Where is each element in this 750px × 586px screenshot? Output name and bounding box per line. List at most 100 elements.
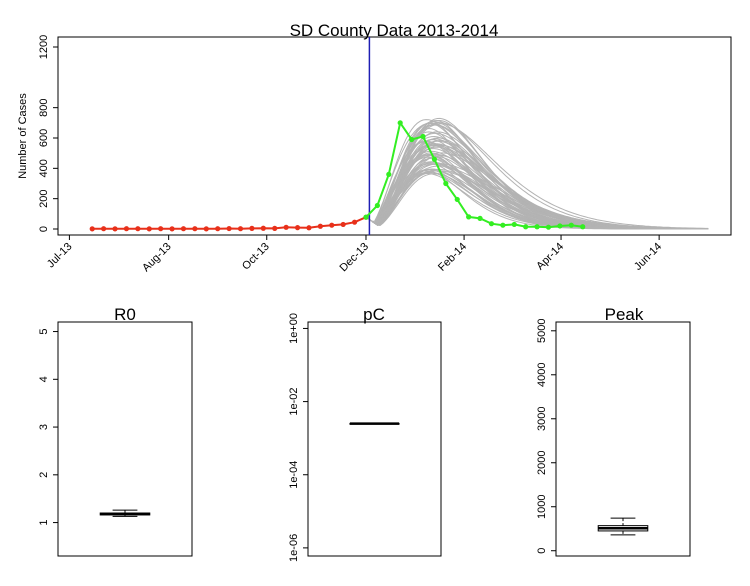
pc-plot-frame	[307, 321, 442, 557]
fit-point	[340, 221, 346, 228]
y-tick-label: 3000	[536, 407, 548, 431]
forecast-point	[477, 215, 483, 221]
observed-forecast-series	[363, 120, 586, 230]
y-tick-label: 1e-04	[288, 461, 300, 489]
y-tick-label: 1	[38, 520, 50, 526]
y-tick-label: 1e-02	[288, 388, 300, 416]
y-tick-label: 2	[38, 472, 50, 478]
simulation-curve	[365, 144, 709, 230]
forecast-point	[363, 214, 369, 220]
fit-point	[306, 225, 312, 231]
top-x-tick-label: Feb-14	[436, 241, 469, 274]
forecast-point	[568, 222, 574, 228]
fit-point	[203, 226, 209, 232]
y-tick-label: 1e-06	[288, 534, 300, 562]
forecast-point	[443, 180, 449, 187]
y-tick-label: 1000	[536, 494, 548, 518]
fit-point	[112, 226, 118, 232]
y-tick-label: 0	[536, 548, 548, 554]
y-tick-label: 1e+00	[288, 313, 300, 344]
forecast-point	[557, 223, 563, 229]
fit-point	[123, 226, 130, 232]
forecast-point	[511, 221, 517, 228]
r0-box	[99, 509, 151, 517]
top-x-tick-label: Jun-14	[632, 241, 664, 273]
forecast-point	[580, 224, 586, 230]
peak-box	[597, 517, 649, 536]
observed-fit-series	[89, 214, 369, 232]
top-x-tick-label: Dec-13	[338, 241, 372, 275]
forecast-point	[454, 196, 460, 203]
pc-y-axis: 1e-06 1e-04 1e-02 1e+00	[288, 313, 308, 562]
top-plot-frame	[57, 36, 732, 236]
pc-box	[349, 422, 400, 425]
top-y-tick-label: 600	[38, 129, 50, 147]
forecast-point	[420, 133, 426, 140]
forecast-point	[545, 224, 552, 230]
r0-title: R0	[114, 305, 136, 324]
simulation-curves	[365, 117, 709, 230]
top-y-tick-label: 400	[38, 159, 50, 177]
forecast-point	[534, 224, 540, 230]
peak-y-axis: 0 1000 2000 3000 4000 5000	[536, 319, 556, 554]
fit-point	[283, 224, 289, 230]
top-y-axis: 0 200 400 600 800 1200	[38, 35, 58, 232]
y-tick-label: 5000	[536, 319, 548, 343]
forecast-point	[374, 202, 380, 209]
peak-title: Peak	[605, 305, 644, 324]
fit-point	[226, 225, 232, 232]
forecast-point	[431, 156, 438, 162]
fit-point	[329, 222, 335, 228]
fit-point	[192, 226, 198, 232]
fit-point	[89, 226, 95, 232]
top-x-tick-label: Apr-14	[534, 241, 566, 273]
forecast-point	[386, 171, 392, 177]
peak-boxplot-panel: Peak 0 1000 2000 3000 4000 5000	[536, 305, 691, 557]
top-y-tick-label: 200	[38, 189, 50, 207]
y-tick-label: 4	[38, 376, 50, 382]
forecast-point	[500, 222, 506, 228]
fit-point	[101, 226, 107, 232]
simulation-curve	[365, 144, 709, 230]
top-x-axis: Jul-13 Aug-13 Oct-13 Dec-13 Feb-14 Apr-14 Jun-…	[45, 235, 664, 274]
fit-point	[180, 226, 187, 232]
y-tick-label: 5	[38, 328, 50, 334]
fit-point	[158, 226, 164, 232]
fit-point	[169, 226, 175, 232]
fit-point	[294, 225, 301, 231]
simulation-curve	[365, 123, 709, 229]
top-x-tick-label: Jul-13	[45, 241, 75, 271]
forecast-point	[466, 214, 472, 220]
top-y-axis-label: Number of Cases	[17, 93, 29, 179]
r0-boxplot-panel: R0 1 2 3 4 5	[38, 305, 193, 557]
pc-boxplot-panel: pC 1e-06 1e-04 1e-02 1e+00	[288, 305, 442, 562]
forecast-point	[397, 120, 403, 126]
y-tick-label: 4000	[536, 363, 548, 387]
r0-plot-frame	[57, 321, 193, 557]
time-series-panel: 0 200 400 600 800 1200 Jul-13 Aug-13 Oct-13 Dec-…	[17, 21, 732, 274]
top-y-tick-label: 1200	[38, 35, 50, 59]
fit-point	[249, 225, 255, 231]
peak-plot-frame	[555, 321, 691, 557]
top-chart-title: SD County Data 2013-2014	[290, 21, 499, 40]
fit-point	[272, 225, 278, 231]
pc-title: pC	[363, 305, 385, 324]
fit-point	[215, 226, 221, 232]
simulation-curve	[365, 170, 709, 230]
r0-y-axis: 1 2 3 4 5	[38, 328, 58, 526]
forecast-point	[488, 221, 495, 227]
fit-point	[146, 226, 152, 232]
top-x-tick-label: Oct-13	[240, 241, 272, 273]
fit-point	[351, 219, 358, 225]
y-tick-label: 3	[38, 424, 50, 430]
forecast-point	[523, 224, 529, 230]
top-y-tick-label: 0	[38, 226, 50, 232]
forecast-point	[409, 136, 415, 143]
fit-point	[237, 226, 244, 232]
fit-point	[135, 226, 141, 232]
fit-point	[317, 223, 323, 229]
fit-point	[260, 225, 266, 231]
y-tick-label: 2000	[536, 451, 548, 475]
top-x-tick-label: Aug-13	[140, 241, 174, 275]
